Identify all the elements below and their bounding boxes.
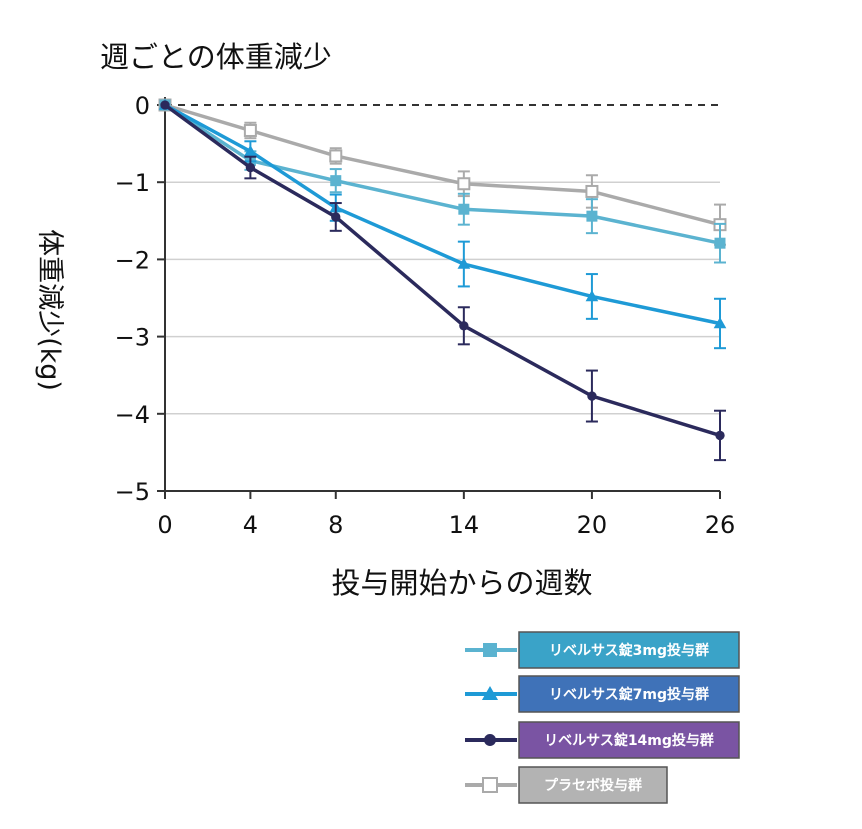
legend-marker — [482, 777, 498, 793]
legend-label: リベルサス錠7mg投与群 — [549, 686, 709, 703]
data-point — [714, 237, 726, 249]
series-line — [164, 103, 721, 326]
legend-label-box — [518, 766, 668, 804]
data-point — [160, 100, 170, 110]
series-group — [160, 100, 726, 462]
y-axis-label: 体重減少(kg) — [34, 229, 65, 391]
y-tick-label: −2 — [115, 246, 150, 274]
data-point — [713, 317, 727, 329]
data-point — [586, 210, 598, 222]
data-point — [459, 321, 469, 331]
y-tick-label: 0 — [135, 92, 150, 120]
data-point — [243, 123, 257, 137]
series-lines — [158, 98, 727, 462]
legend-label-box — [518, 631, 740, 669]
data-point — [331, 212, 341, 222]
axes — [157, 97, 721, 499]
legend-marker — [484, 734, 496, 746]
legend-marker — [481, 685, 499, 701]
series-group — [158, 98, 727, 246]
legend-label-box — [518, 721, 740, 759]
series-group — [159, 99, 726, 264]
y-tick-label: −1 — [115, 169, 150, 197]
data-point — [330, 175, 342, 187]
data-point — [457, 257, 471, 269]
x-tick-label: 0 — [157, 511, 172, 539]
legend: リベルサス錠3mg投与群リベルサス錠7mg投与群リベルサス錠14mg投与群プラセ… — [465, 631, 740, 804]
data-point — [329, 149, 343, 163]
legend-label: プラセボ投与群 — [544, 777, 642, 794]
x-axis-label: 投与開始からの週数 — [331, 566, 592, 600]
legend-label-box — [518, 675, 740, 713]
legend-entry: リベルサス錠3mg投与群 — [465, 631, 740, 669]
y-tick-label: −3 — [115, 324, 150, 352]
series-line — [164, 103, 721, 227]
y-tick-label: −4 — [115, 401, 150, 429]
x-tick-label: 4 — [243, 511, 258, 539]
legend-entry: プラセボ投与群 — [465, 766, 668, 804]
legend-marker — [483, 643, 497, 657]
series-group — [158, 98, 727, 350]
chart-title: 週ごとの体重減少 — [100, 40, 332, 74]
legend-label: リベルサス錠3mg投与群 — [549, 642, 709, 659]
series-line — [163, 103, 721, 438]
x-tick-label: 26 — [705, 511, 736, 539]
legend-label: リベルサス錠14mg投与群 — [544, 732, 714, 749]
y-tick-label: −5 — [115, 478, 150, 506]
data-point — [587, 391, 597, 401]
series-line — [164, 103, 721, 245]
data-point — [715, 430, 725, 441]
grid-lines — [165, 104, 720, 415]
data-point — [244, 144, 257, 157]
x-tick-label: 14 — [449, 511, 480, 539]
x-tick-label: 8 — [328, 511, 343, 539]
data-point — [458, 203, 470, 215]
data-point — [245, 162, 256, 173]
tick-labels: 0−1−2−3−4−50 4 8 14 20 26 — [115, 92, 736, 539]
data-point — [585, 184, 599, 198]
legend-entry: リベルサス錠14mg投与群 — [465, 721, 740, 759]
data-point — [457, 177, 471, 191]
legend-entry: リベルサス錠7mg投与群 — [465, 675, 740, 713]
x-tick-label: 20 — [577, 511, 608, 539]
data-point — [585, 290, 599, 302]
